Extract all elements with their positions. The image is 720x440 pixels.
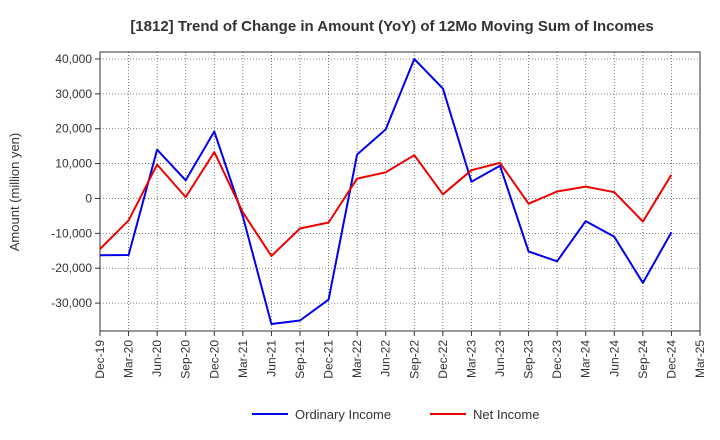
legend-label-1: Ordinary Income xyxy=(295,407,391,422)
chart-title: [1812] Trend of Change in Amount (YoY) o… xyxy=(130,18,653,35)
x-tick-label: Dec-21 xyxy=(322,340,336,379)
y-tick-label: 30,000 xyxy=(55,87,92,101)
x-tick-label: Jun-20 xyxy=(150,340,164,377)
y-tick-label: 40,000 xyxy=(55,52,92,66)
y-tick-label: -20,000 xyxy=(51,261,92,275)
y-tick-label: -30,000 xyxy=(51,296,92,310)
x-tick-label: Sep-24 xyxy=(636,340,650,379)
x-tick-label: Mar-20 xyxy=(122,340,136,378)
x-tick-label: Dec-24 xyxy=(664,340,678,379)
x-tick-label: Jun-22 xyxy=(379,340,393,377)
y-tick-label: 0 xyxy=(85,191,92,205)
y-axis-label: Amount (million yen) xyxy=(7,133,22,252)
x-tick-label: Mar-21 xyxy=(236,340,250,378)
legend: Ordinary Income Net Income xyxy=(252,407,539,422)
x-tick-label: Sep-21 xyxy=(293,340,307,379)
x-tick-label: Mar-24 xyxy=(579,340,593,378)
legend-label-2: Net Income xyxy=(473,407,539,422)
y-tick-label: 10,000 xyxy=(55,157,92,171)
x-tick-label: Dec-23 xyxy=(550,340,564,379)
series-line-1 xyxy=(99,58,673,325)
x-tick-label: Mar-22 xyxy=(350,340,364,378)
x-tick-label: Jun-24 xyxy=(607,340,621,377)
x-tick-label: Jun-21 xyxy=(264,340,278,377)
x-tick-label: Mar-25 xyxy=(693,340,707,378)
x-tick-label: Sep-22 xyxy=(407,340,421,379)
plot-background xyxy=(100,52,700,331)
x-tick-label: Dec-22 xyxy=(436,340,450,379)
x-tick-label: Sep-20 xyxy=(179,340,193,379)
x-tick-label: Jun-23 xyxy=(493,340,507,377)
y-tick-label: 20,000 xyxy=(55,122,92,136)
x-tick-label: Mar-23 xyxy=(464,340,478,378)
x-tick-label: Dec-20 xyxy=(207,340,221,379)
series-line-2 xyxy=(99,151,673,257)
y-tick-label: -10,000 xyxy=(51,226,92,240)
x-tick-label: Dec-19 xyxy=(93,340,107,379)
plot-border xyxy=(99,51,701,332)
x-tick-label: Sep-23 xyxy=(522,340,536,379)
plot-area: 40,000 30,000 20,000 10,000 0 -10,000 -20,000 -… xyxy=(51,51,707,379)
